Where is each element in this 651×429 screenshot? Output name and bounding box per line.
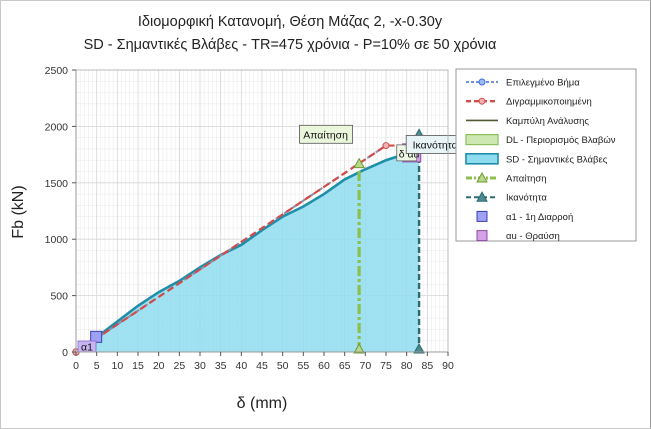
legend-point: [478, 78, 486, 86]
legend-label-au: αu - Θραύση: [506, 231, 560, 242]
legend-point: [478, 97, 486, 105]
x-tick-label: 70: [359, 360, 371, 372]
legend-label-pushover: Καμπύλη Ανάλυσης: [506, 116, 589, 127]
legend-symbol-au: [476, 230, 488, 242]
x-tick-label: 60: [318, 360, 330, 372]
y-tick-label: 2500: [45, 65, 69, 77]
demand-marker-top: [353, 157, 365, 169]
y-tick-label: 500: [50, 291, 68, 303]
legend-label-a1: α1 - 1η Διαρροή: [506, 212, 573, 223]
x-tick-label: 75: [380, 360, 392, 372]
bilinear-line: [75, 144, 420, 353]
x-tick-label: 90: [442, 360, 454, 372]
pushover-curve-line: [75, 149, 420, 354]
sd-area: [76, 151, 420, 352]
legend-symbol-sd: [465, 153, 499, 165]
x-tick-label: 25: [173, 360, 185, 372]
legend-triangle: [476, 191, 488, 202]
legend-square: [476, 210, 488, 222]
demand-callout-text: Απαίτηση: [303, 129, 348, 141]
legend-symbol-dl: [465, 134, 499, 146]
legend-triangle: [476, 171, 488, 183]
x-tick-label: 35: [215, 360, 227, 372]
demand-callout-box: [299, 124, 354, 144]
legend: Επιλεγμένο Βήμα Διγραμμικοποιημένη Καμπύλη…: [455, 68, 637, 242]
x-tick-label: 0: [73, 360, 79, 372]
legend-label-demand: Απαίτηση: [506, 174, 547, 185]
legend-label-capacity: Ικανότητα: [506, 193, 547, 204]
legend-label-bilinear: Διγραμμικοποιημένη: [506, 97, 592, 108]
legend-symbol-selected_step: [466, 78, 498, 86]
y-axis-label: Fb (kN): [10, 185, 27, 238]
x-tick-label: 80: [401, 360, 413, 372]
a1-label: α1: [81, 342, 93, 354]
x-tick-label: 40: [235, 360, 247, 372]
x-tick-label: 55: [297, 360, 309, 372]
legend-symbol-capacity: [466, 191, 498, 202]
x-tick-label: 85: [421, 360, 433, 372]
chart-subtitle: SD - Σημαντικές Βλάβες - TR=475 χρόνια -…: [84, 37, 497, 53]
legend-label-sd: SD - Σημαντικές Βλάβες: [506, 154, 608, 165]
capacity-marker-bottom: [413, 342, 425, 354]
y-tick-label: 0: [62, 347, 68, 359]
bilinear-point: [382, 142, 390, 150]
legend-label-dl: DL - Περιορισμός Βλαβών: [506, 135, 616, 146]
demand-marker-bottom: [353, 342, 365, 354]
legend-symbol-a1: [476, 210, 488, 222]
legend-swatch: [465, 134, 499, 146]
capacity-callout-text: Ικανότητα: [413, 139, 458, 151]
chart-title: Ιδιομορφική Κατανομή, Θέση Μάζας 2, -x-0…: [138, 14, 443, 30]
x-tick-label: 10: [111, 360, 123, 372]
y-tick-label: 1000: [45, 234, 69, 246]
legend-label-selected_step: Επιλεγμένο Βήμα: [506, 78, 580, 89]
y-tick-label: 2000: [45, 121, 69, 133]
legend-square: [476, 230, 488, 242]
y-tick-label: 1500: [45, 178, 69, 190]
x-tick-label: 20: [153, 360, 165, 372]
x-tick-label: 50: [277, 360, 289, 372]
x-tick-label: 30: [194, 360, 206, 372]
x-tick-label: 15: [132, 360, 144, 372]
x-axis-label: δ (mm): [237, 395, 288, 412]
x-tick-label: 65: [339, 360, 351, 372]
x-tick-label: 5: [94, 360, 100, 372]
legend-symbol-bilinear: [466, 97, 498, 105]
legend-symbol-demand: [466, 171, 498, 183]
legend-swatch: [465, 153, 499, 165]
x-tick-label: 45: [256, 360, 268, 372]
